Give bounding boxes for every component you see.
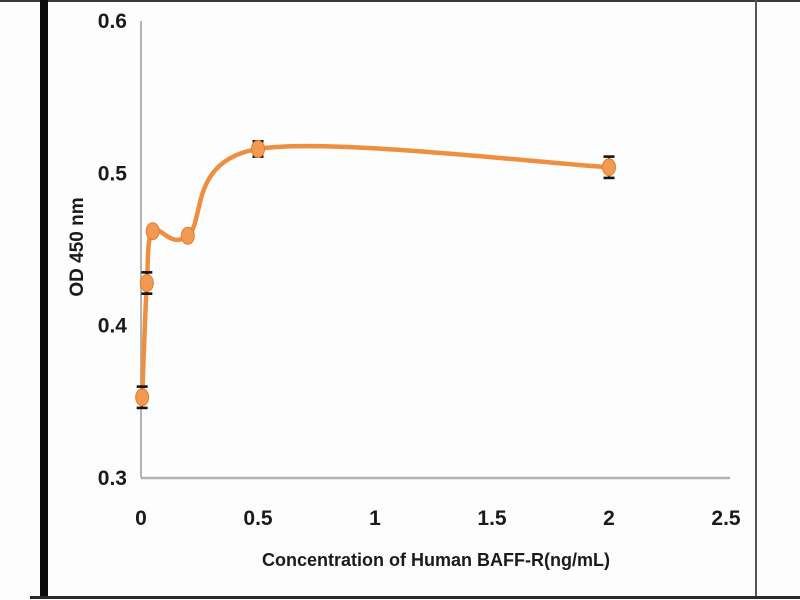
y-tick-label: 0.6 — [98, 10, 127, 33]
x-tick-label: 1.5 — [477, 507, 507, 530]
x-tick-label: 1 — [369, 507, 381, 530]
data-point-marker — [139, 274, 154, 293]
x-tick-label: 0 — [135, 507, 147, 530]
data-point-marker — [251, 139, 265, 158]
x-tick-label: 2 — [603, 507, 615, 530]
y-tick-label: 0.4 — [98, 315, 128, 338]
x-tick-label: 2.5 — [711, 507, 741, 530]
y-tick-label: 0.5 — [98, 162, 128, 185]
frame-right-border — [755, 0, 757, 598]
frame-top-border — [0, 0, 800, 2]
frame-bottom-border — [30, 596, 800, 599]
y-tick-label: 0.3 — [98, 467, 127, 490]
y-axis-title: OD 450 nm — [67, 197, 88, 297]
frame-left-bar — [40, 0, 48, 598]
x-tick-label: 0.5 — [243, 507, 273, 530]
x-axis-title: Concentration of Human BAFF-R(ng/mL) — [262, 550, 610, 570]
data-series-line — [139, 143, 612, 400]
data-point-marker — [145, 222, 160, 241]
data-point-marker — [180, 226, 195, 245]
data-point-marker — [602, 158, 616, 177]
data-point-marker — [135, 388, 150, 407]
